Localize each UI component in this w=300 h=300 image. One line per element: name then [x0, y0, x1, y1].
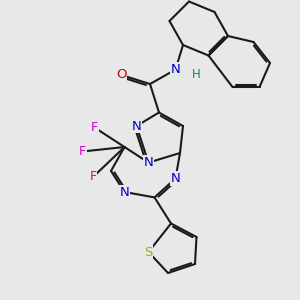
Text: N: N: [144, 156, 153, 169]
Text: F: F: [79, 145, 86, 158]
Text: N: N: [171, 172, 180, 185]
Text: F: F: [91, 121, 98, 134]
Text: O: O: [116, 68, 127, 82]
Text: N: N: [171, 63, 180, 76]
Text: N: N: [120, 185, 129, 199]
Text: N: N: [132, 119, 141, 133]
Text: H: H: [192, 68, 201, 81]
Text: S: S: [144, 245, 153, 259]
Text: F: F: [89, 170, 97, 184]
